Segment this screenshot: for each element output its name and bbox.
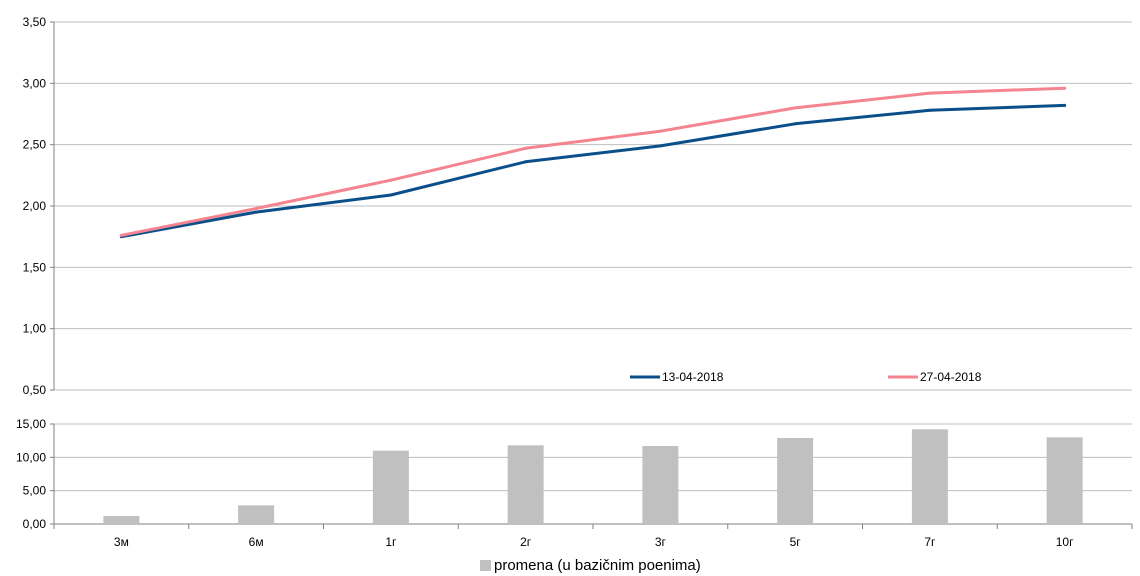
series-point	[119, 233, 123, 237]
legend-label: 27-04-2018	[920, 370, 982, 384]
series-point	[254, 206, 258, 210]
y-tick-label: 1,00	[23, 322, 47, 336]
bar-7г	[911, 429, 948, 524]
bar-2г	[507, 445, 544, 524]
x-axis-ticks: 3м 6м 1г 2г 3г 5г 7г 10г	[114, 535, 1074, 549]
series-point	[254, 210, 258, 214]
x-tick-label: 10г	[1056, 535, 1074, 549]
bar-chart-y-axis-ticks: 0,00 5,00 10,00 15,00	[16, 417, 46, 531]
x-tick-label: 3м	[114, 535, 129, 549]
series-line-0	[119, 103, 1067, 239]
x-tick-label: 3г	[655, 535, 667, 549]
series-point	[793, 106, 797, 110]
x-tick-label: 2г	[520, 535, 532, 549]
bar-series	[103, 429, 1083, 524]
series-point	[793, 122, 797, 126]
y-tick-label: 10,00	[16, 450, 46, 464]
line-chart-y-axis-ticks: 0,50 1,00 1,50 2,00 2,50 3,00 3,50	[23, 15, 47, 397]
series-point	[524, 146, 528, 150]
series-point	[524, 160, 528, 164]
line-legend: 13-04-2018 27-04-2018	[630, 370, 982, 384]
y-tick-label: 3,50	[23, 15, 47, 29]
bar-3г	[642, 446, 679, 524]
series-point	[1063, 103, 1067, 107]
y-tick-label: 2,50	[23, 138, 47, 152]
series-point	[928, 108, 932, 112]
legend-label: promena (u bazičnim poenima)	[494, 557, 701, 574]
y-tick-label: 3,00	[23, 76, 47, 90]
y-tick-label: 0,00	[23, 517, 47, 531]
legend-label: 13-04-2018	[662, 370, 724, 384]
x-tick-label: 6м	[249, 535, 264, 549]
y-tick-label: 15,00	[16, 417, 46, 431]
x-tick-label: 5г	[790, 535, 802, 549]
y-tick-label: 1,50	[23, 260, 47, 274]
y-tick-label: 0,50	[23, 383, 47, 397]
bar-chart-gridlines	[50, 423, 1133, 529]
bar-10г	[1046, 437, 1083, 524]
y-tick-label: 5,00	[23, 484, 47, 498]
series-point	[658, 129, 662, 133]
bar-1г	[372, 450, 409, 524]
series-point	[389, 193, 393, 197]
series-point	[928, 91, 932, 95]
x-tick-label: 7г	[924, 535, 936, 549]
series-line-1	[119, 86, 1067, 237]
bar-6м	[238, 505, 275, 524]
y-tick-label: 2,00	[23, 199, 47, 213]
series-point	[658, 144, 662, 148]
series-point	[389, 178, 393, 182]
bar-3м	[103, 516, 140, 524]
bar-5г	[777, 438, 814, 524]
x-tick-label: 1г	[385, 535, 397, 549]
legend-swatch	[480, 560, 491, 571]
line-chart-gridlines	[50, 21, 1132, 391]
line-series	[119, 86, 1067, 239]
bar-legend: promena (u bazičnim poenima)	[480, 557, 701, 574]
series-point	[1063, 86, 1067, 90]
